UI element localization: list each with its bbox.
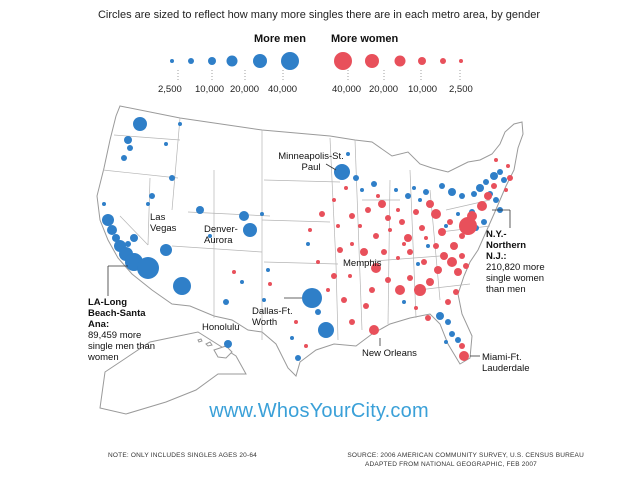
footnote-source-line2: ADAPTED FROM NATIONAL GEOGRAPHIC, FEB 20…: [364, 461, 538, 468]
la-annotation-title: LA-Long Beach-Santa Ana:: [88, 297, 146, 330]
legend-men-circle-m: [208, 57, 216, 65]
legend-more-women-title: More women: [331, 33, 399, 45]
label-new-orleans: New Orleans: [362, 348, 417, 359]
footnote-source-line1: SOURCE: 2006 AMERICAN COMMUNITY SURVEY, …: [347, 452, 584, 459]
legend-women-circle-xxl: [334, 52, 352, 70]
usa-outline: [96, 105, 524, 377]
label-denver: Denver-Aurora: [204, 224, 238, 246]
legend-women-20000: 20,000: [369, 84, 399, 95]
label-minneapolis: Minneapolis-St. Paul: [278, 151, 344, 173]
legend-men-circle-xs: [170, 59, 174, 63]
legend-women-circle-xl: [365, 54, 379, 68]
legend-women-circle-l: [394, 55, 406, 67]
alaska-outline: [99, 331, 247, 415]
legend-women-circle-s: [440, 58, 446, 64]
ny-annotation-title: N.Y.-Northern N.J.:: [486, 229, 527, 262]
label-dallas: Dallas-Ft. Worth: [252, 306, 293, 328]
legend-men-circle-xl: [253, 54, 267, 68]
legend-men-2500: 2,500: [158, 84, 182, 95]
more-women-circles: [232, 158, 513, 361]
label-miami: Miami-Ft. Lauderdale: [482, 352, 530, 374]
map-caption: Circles are sized to reflect how many mo…: [97, 9, 541, 21]
legend-women-circle-xs: [459, 59, 463, 63]
legend-men-circle-l: [226, 55, 238, 67]
legend-women-10000: 10,000: [408, 84, 438, 95]
label-honolulu: Honolulu: [202, 322, 240, 333]
website-link[interactable]: www.WhosYourCity.com: [209, 400, 429, 422]
ny-annotation: N.Y.-Northern N.J.: 210,820 more single …: [486, 229, 546, 295]
legend-tick-lines: [177, 70, 461, 80]
legend-men-circle-s: [188, 58, 194, 64]
legend-women-circle-m: [418, 57, 426, 65]
legend-men-10000: 10,000: [195, 84, 225, 95]
leader-lines: [107, 163, 511, 357]
label-las-vegas: Las Vegas: [150, 212, 177, 234]
la-annotation: LA-Long Beach-Santa Ana: 89,459 more sin…: [88, 297, 158, 363]
la-annotation-detail: 89,459 more single men than women: [88, 330, 156, 363]
label-memphis: Memphis: [343, 258, 382, 269]
hawaii-outline: [197, 338, 233, 359]
footnote-note: NOTE: ONLY INCLUDES SINGLES AGES 20-64: [108, 452, 257, 459]
legend-women-2500: 2,500: [449, 84, 473, 95]
legend-women-circles: [334, 52, 463, 70]
legend-men-circles: [170, 52, 299, 70]
legend-more-men-title: More men: [254, 33, 306, 45]
legend-men-40000: 40,000: [268, 84, 298, 95]
legend-men-circle-xxl: [281, 52, 299, 70]
legend-women-40000: 40,000: [332, 84, 362, 95]
legend-men-20000: 20,000: [230, 84, 260, 95]
ny-annotation-detail: 210,820 more single women than men: [486, 262, 545, 295]
